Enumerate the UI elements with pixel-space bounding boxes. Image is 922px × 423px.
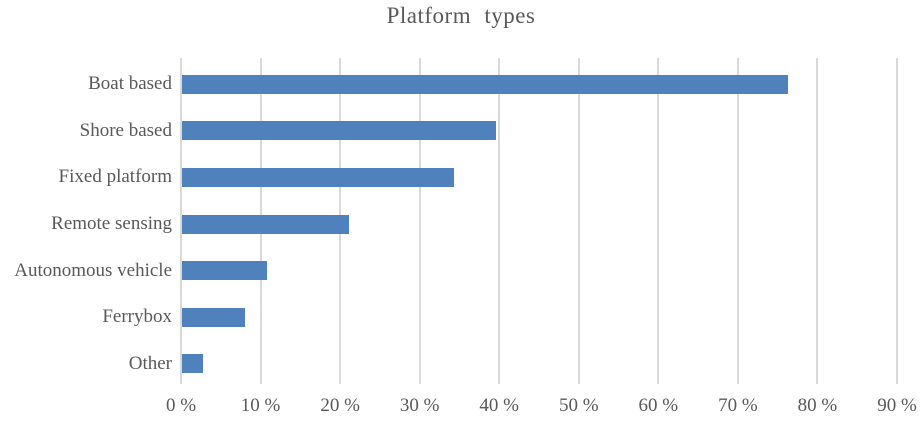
x-tick-label: 30 % — [399, 395, 440, 416]
bar-remote-sensing — [182, 214, 350, 234]
x-tick-label: 90 % — [877, 395, 917, 416]
gridline — [577, 58, 580, 384]
gridline — [816, 58, 819, 384]
x-tick-label: 0 % — [165, 395, 197, 416]
gridline — [498, 58, 501, 384]
category-label: Other — [128, 352, 172, 374]
x-tick-label: 60 % — [638, 395, 679, 416]
x-tick-label: 40 % — [479, 395, 520, 416]
category-label: Boat based — [88, 73, 172, 95]
gridline — [180, 58, 182, 384]
bar-autonomous-vehicle — [182, 261, 268, 281]
category-label: Shore based — [79, 119, 172, 141]
x-tick-label: 10 % — [240, 395, 281, 416]
category-label: Autonomous vehicle — [14, 259, 172, 281]
chart-title: Platform types — [386, 3, 536, 28]
x-tick-label: 70 % — [718, 395, 758, 416]
plot-area — [180, 58, 898, 384]
gridline — [896, 58, 898, 384]
bar-ferrybox — [182, 307, 245, 327]
gridline — [657, 58, 660, 384]
x-tick-label: 20 % — [320, 395, 360, 416]
category-label: Remote sensing — [51, 213, 172, 234]
category-label: Fixed platform — [58, 166, 172, 188]
x-tick-label: 80 % — [797, 395, 838, 416]
bar-boat-based — [182, 74, 789, 94]
bar-fixed-platform — [182, 167, 455, 187]
x-tick-label: 50 % — [558, 395, 599, 416]
gridline — [736, 58, 739, 384]
gridline — [418, 58, 421, 384]
category-label: Ferrybox — [102, 306, 172, 328]
bar-shore-based — [182, 121, 497, 141]
bar-other — [182, 354, 204, 374]
